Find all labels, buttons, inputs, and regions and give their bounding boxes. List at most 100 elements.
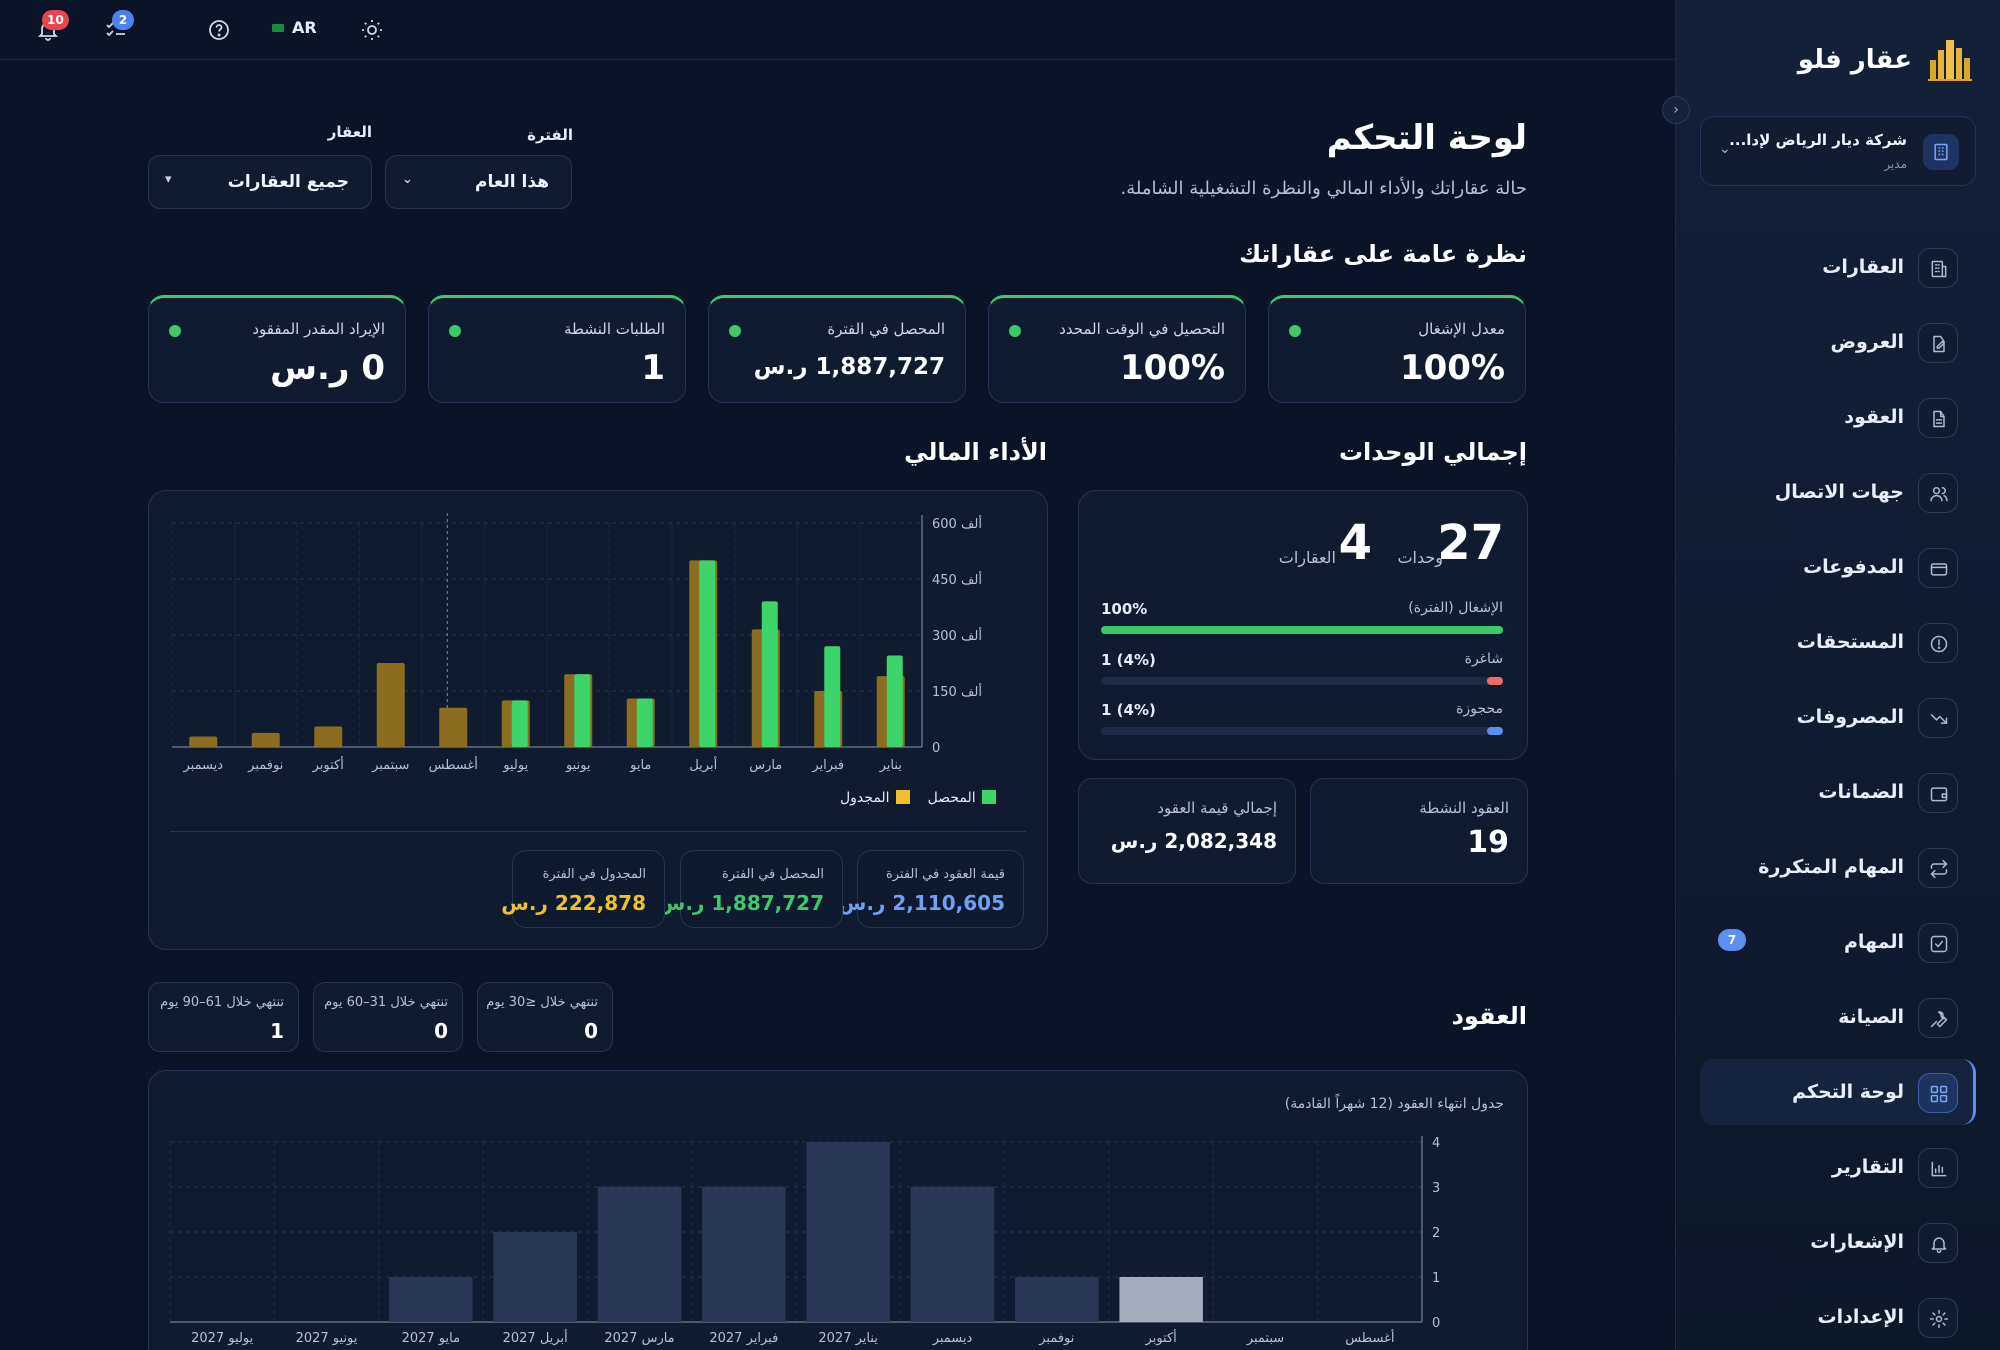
x-tick-label: ديسمبر xyxy=(182,758,223,773)
sidebar-item-wallet[interactable]: الضمانات xyxy=(1700,755,1976,830)
kpi-label: معدل الإشغال xyxy=(1418,320,1505,338)
vacant-track xyxy=(1101,677,1503,685)
property-value: جميع العقارات xyxy=(227,172,349,192)
x-tick-label: مارس 2027 xyxy=(604,1331,674,1346)
summary-value: 222,878 ر.س xyxy=(501,891,646,915)
expiring-value: 0 xyxy=(434,1019,448,1043)
brand[interactable]: عقار فلو xyxy=(1798,38,1974,82)
sidebar-item-label: الضمانات xyxy=(1818,781,1904,803)
sidebar-item-checkbox[interactable]: المهام 7 xyxy=(1700,905,1976,980)
expiring-60-card[interactable]: تنتهي خلال 31–60 يوم 0 xyxy=(313,982,463,1052)
bar-collected xyxy=(574,674,591,747)
gear-icon xyxy=(1918,1298,1958,1338)
bar-expiring xyxy=(597,1187,682,1322)
x-tick-label: أبريل xyxy=(689,756,717,773)
kpi-ontime-collection-card: التحصيل في الوقت المحدد 100% xyxy=(988,295,1246,403)
sidebar-item-label: التقارير xyxy=(1831,1156,1904,1178)
period-value: هذا العام xyxy=(474,172,549,192)
sidebar-item-building[interactable]: العقارات xyxy=(1700,230,1976,305)
legend-collected[interactable]: المحصل xyxy=(928,790,996,806)
company-building-icon xyxy=(1923,134,1959,170)
summary-label: قيمة العقود في الفترة xyxy=(885,867,1005,882)
language-label: AR xyxy=(292,18,317,37)
expiring-label: تنتهي خلال 61–90 يوم xyxy=(160,995,284,1010)
page-title: لوحة التحكم xyxy=(1326,118,1527,158)
status-dot xyxy=(729,325,741,337)
tasks-icon[interactable]: 2 xyxy=(100,10,134,46)
y-tick-label: 150 ألف xyxy=(932,683,982,700)
x-tick-label: يونيو xyxy=(565,758,591,773)
x-tick-label: يوليو 2027 xyxy=(191,1331,254,1346)
sidebar-item-grid[interactable]: لوحة التحكم xyxy=(1700,1055,1976,1130)
y-tick-label: 2 xyxy=(1432,1226,1440,1241)
y-tick-label: 1 xyxy=(1432,1271,1440,1286)
sidebar-item-bell[interactable]: الإشعارات xyxy=(1700,1205,1976,1280)
units-label: وحدات xyxy=(1397,548,1443,567)
expiring-30-card[interactable]: تنتهي خلال ≤30 يوم 0 xyxy=(477,982,613,1052)
notifications-bell-icon[interactable]: 10 xyxy=(32,10,69,46)
reserved-track xyxy=(1101,727,1503,735)
y-tick-label: 0 xyxy=(1432,1316,1440,1331)
expiring-value: 1 xyxy=(270,1019,284,1043)
flag-icon xyxy=(272,23,284,32)
x-tick-label: يوليو xyxy=(502,758,528,773)
sidebar-item-label: الإعدادات xyxy=(1817,1306,1904,1328)
brand-name: عقار فلو xyxy=(1797,45,1912,75)
company-switcher[interactable]: شركة ديار الرياض لإدا... مدير ⌄ xyxy=(1700,116,1976,186)
vacant-row-value: 1 (4%) xyxy=(1101,651,1156,669)
status-dot xyxy=(1009,325,1021,337)
kpi-active-requests-card: الطلبات النشطة 1 xyxy=(428,295,686,403)
company-name: شركة ديار الرياض لإدا... xyxy=(1729,131,1907,149)
kpi-value: 100% xyxy=(1119,348,1225,388)
kpi-label: المحصل في الفترة xyxy=(827,320,945,338)
sidebar-item-label: المصروفات xyxy=(1796,706,1904,728)
theme-sun-icon[interactable] xyxy=(356,14,388,46)
grid-icon xyxy=(1918,1073,1958,1113)
repeat-icon xyxy=(1918,848,1958,888)
properties-label: العقارات xyxy=(1278,548,1336,567)
sidebar-item-bar-chart[interactable]: التقارير xyxy=(1700,1130,1976,1205)
bar-expiring xyxy=(389,1277,473,1322)
expiring-90-card[interactable]: تنتهي خلال 61–90 يوم 1 xyxy=(148,982,299,1052)
expiry-chart-title: جدول انتهاء العقود (12 شهراً القادمة) xyxy=(1284,1096,1504,1112)
sidebar-item-repeat[interactable]: المهام المتكررة xyxy=(1700,830,1976,905)
sidebar-item-card[interactable]: المدفوعات xyxy=(1700,530,1976,605)
period-select[interactable]: هذا العام ⌄ xyxy=(385,155,572,209)
sidebar-item-alert-circle[interactable]: المستحقات xyxy=(1700,605,1976,680)
sidebar-item-document[interactable]: العقود xyxy=(1700,380,1976,455)
x-tick-label: مايو 2027 xyxy=(402,1331,460,1346)
occupancy-row-value: 100% xyxy=(1101,600,1148,618)
sidebar-item-wrench[interactable]: الصيانة xyxy=(1700,980,1976,1055)
help-icon[interactable] xyxy=(203,14,235,46)
sidebar-item-label: المستحقات xyxy=(1796,631,1904,653)
sidebar-item-label: جهات الاتصال xyxy=(1774,481,1904,503)
occupancy-fill xyxy=(1101,626,1503,634)
tasks-badge: 2 xyxy=(112,10,134,30)
bar-expiring xyxy=(1015,1277,1099,1322)
sidebar-collapse-button[interactable]: › xyxy=(1662,96,1690,124)
bar-expiring xyxy=(493,1232,577,1322)
bar-collected xyxy=(699,560,716,747)
x-tick-label: أبريل 2027 xyxy=(503,1329,568,1346)
summary-contract-value: قيمة العقود في الفترة 2,110,605 ر.س xyxy=(839,850,1024,928)
financial-legend: المحصل المجدول xyxy=(840,790,996,806)
vacant-fill xyxy=(1486,677,1503,685)
card-icon xyxy=(1918,548,1958,588)
x-tick-label: أكتوبر xyxy=(312,756,344,773)
properties-count: 4 xyxy=(1338,515,1372,571)
legend-scheduled[interactable]: المجدول xyxy=(840,790,910,806)
tasks-count-badge: 7 xyxy=(1718,929,1746,951)
sidebar-item-users[interactable]: جهات الاتصال xyxy=(1700,455,1976,530)
sidebar-item-gear[interactable]: الإعدادات xyxy=(1700,1280,1976,1350)
sidebar-item-trend-down[interactable]: المصروفات xyxy=(1700,680,1976,755)
language-switcher[interactable]: AR xyxy=(272,18,317,37)
x-tick-label: أغسطس xyxy=(429,756,478,773)
kpi-value: 100% xyxy=(1399,348,1505,388)
property-select[interactable]: جميع العقارات ▾ xyxy=(148,155,372,209)
status-dot xyxy=(1289,325,1301,337)
sidebar-item-edit-document[interactable]: العروض xyxy=(1700,305,1976,380)
contracts-title: العقود xyxy=(1451,1002,1527,1030)
bar-collected xyxy=(761,601,778,747)
kpi-value: 1 xyxy=(641,348,665,388)
kpi-label: التحصيل في الوقت المحدد xyxy=(1059,320,1225,338)
